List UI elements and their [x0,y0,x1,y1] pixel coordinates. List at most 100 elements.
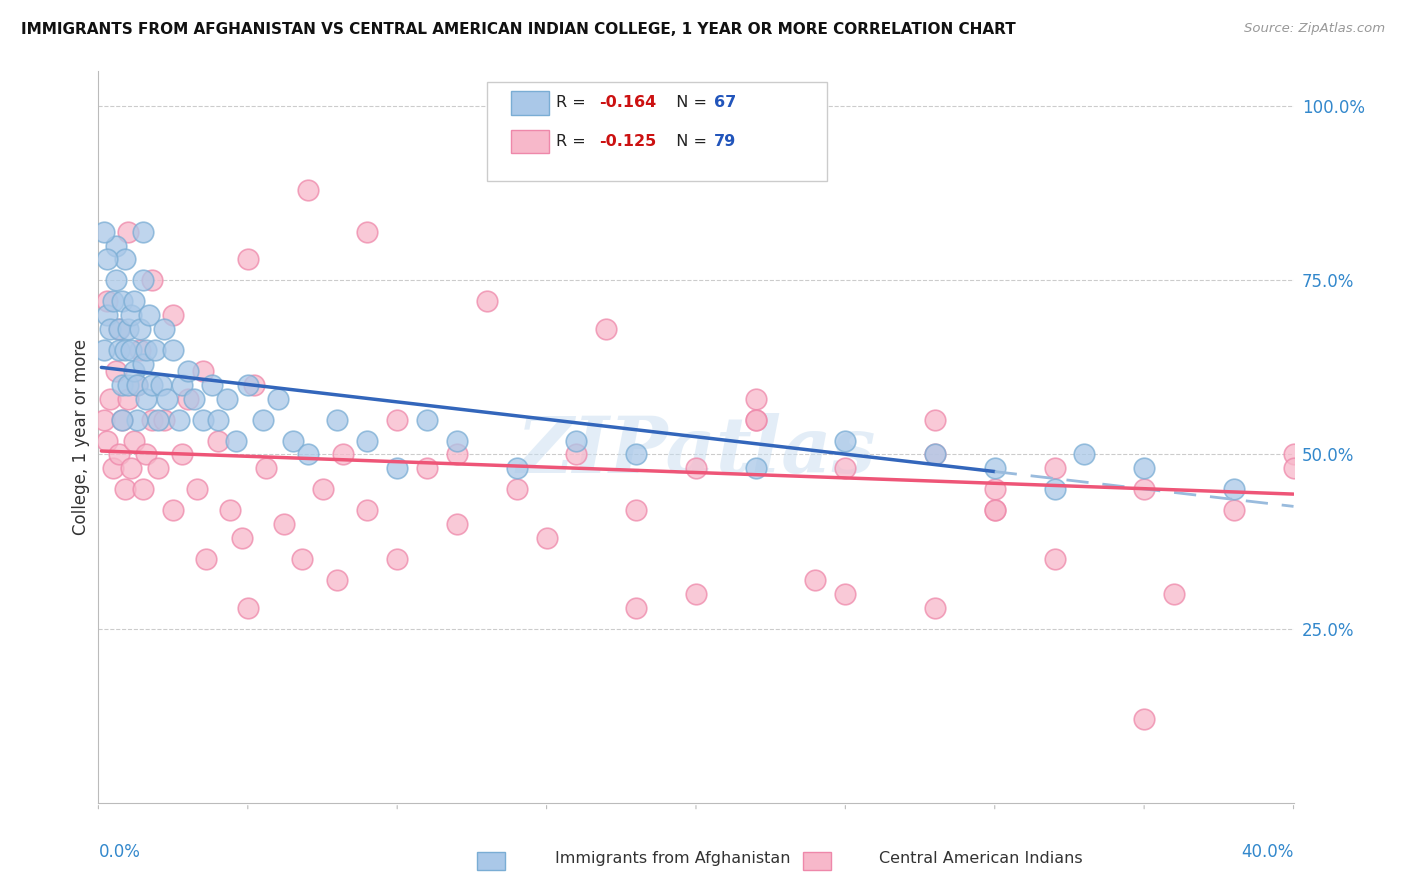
Point [416,461,439,475]
Point [124,364,146,378]
FancyBboxPatch shape [486,82,828,181]
Text: -0.125: -0.125 [599,134,657,149]
Point [924,448,946,462]
Point [114,483,136,497]
Point [834,461,856,475]
Point [183,392,205,406]
Point [236,377,259,392]
Point [385,552,409,566]
Y-axis label: College, 1 year or more: College, 1 year or more [72,339,90,535]
Point [536,531,558,545]
Point [1133,483,1156,497]
Text: 40.0%: 40.0% [1241,843,1294,861]
Point [111,412,134,426]
Point [745,412,768,426]
Text: R =: R = [557,95,591,111]
Point [311,483,333,497]
FancyBboxPatch shape [510,91,548,114]
Text: 0.0%: 0.0% [98,843,141,861]
Point [924,600,946,615]
Point [1133,712,1156,726]
Point [108,448,131,462]
Point [96,252,118,267]
Point [148,461,170,475]
Point [132,483,155,497]
Point [356,225,378,239]
Point [114,343,136,357]
Text: Immigrants from Afghanistan: Immigrants from Afghanistan [555,851,790,865]
Text: N =: N = [666,95,713,111]
Point [135,448,157,462]
Point [231,531,253,545]
Point [117,377,139,392]
Point [924,412,946,426]
Point [141,412,163,426]
Point [177,392,200,406]
Point [416,412,439,426]
Point [356,434,378,448]
Point [595,322,617,336]
Point [446,448,468,462]
Text: ZIPatlas: ZIPatlas [516,414,876,490]
Point [103,294,125,309]
Point [108,322,131,336]
Point [1043,552,1066,566]
Text: Central American Indians: Central American Indians [879,851,1083,865]
Point [1043,483,1066,497]
Point [129,343,152,357]
Point [281,434,304,448]
Point [111,412,134,426]
Point [156,392,179,406]
Point [1073,448,1095,462]
Point [148,412,170,426]
Point [132,273,155,287]
Point [172,377,194,392]
Point [924,448,946,462]
Point [332,448,354,462]
Point [984,461,1007,475]
Point [326,412,349,426]
Point [117,392,139,406]
Point [506,483,529,497]
Point [138,308,160,322]
Point [1043,461,1066,475]
Point [135,343,157,357]
Text: 67: 67 [714,95,737,111]
Text: N =: N = [666,134,713,149]
Point [326,573,349,587]
Point [191,412,214,426]
Point [1282,461,1305,475]
Point [108,343,131,357]
Point [745,461,768,475]
Point [111,294,134,309]
Point [105,364,128,378]
Point [385,412,409,426]
Point [167,412,190,426]
Point [108,322,131,336]
Point [273,517,295,532]
Point [626,600,648,615]
Point [129,322,152,336]
Point [446,517,468,532]
Point [297,183,319,197]
Point [132,225,155,239]
Point [834,587,856,601]
Point [132,357,155,371]
Point [984,503,1007,517]
Point [1223,483,1246,497]
Point [162,308,184,322]
Point [506,461,529,475]
Text: IMMIGRANTS FROM AFGHANISTAN VS CENTRAL AMERICAN INDIAN COLLEGE, 1 YEAR OR MORE C: IMMIGRANTS FROM AFGHANISTAN VS CENTRAL A… [21,22,1017,37]
Point [141,377,163,392]
Point [804,573,827,587]
Point [475,294,498,309]
Point [219,503,242,517]
Point [984,503,1007,517]
Point [135,392,157,406]
Point [162,343,184,357]
Text: R =: R = [557,134,591,149]
Point [127,377,149,392]
FancyBboxPatch shape [510,130,548,153]
Point [243,377,266,392]
Point [105,238,128,252]
